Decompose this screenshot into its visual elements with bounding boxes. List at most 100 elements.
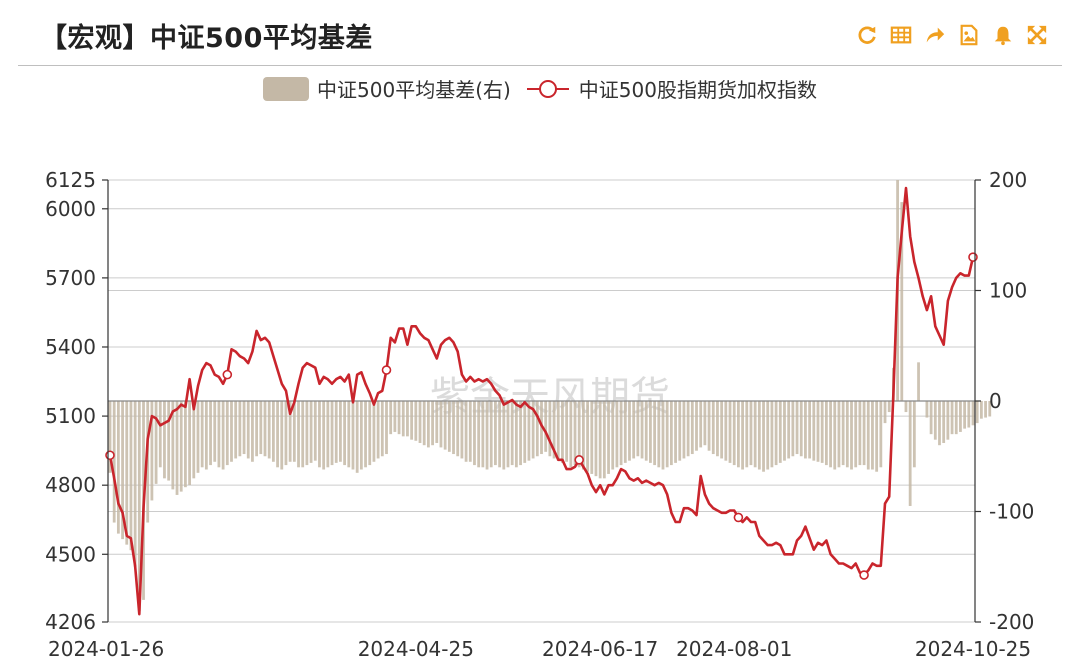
chart-title: 【宏观】中证500平均基差 [40,23,373,54]
bar-basis-114 [586,401,589,472]
chart-legend: 中证500平均基差(右) 中证500股指期货加权指数 [0,74,1080,103]
bar-basis-43 [288,401,292,462]
bar-basis-2 [116,401,120,534]
bar-basis-29 [230,401,233,462]
bar-basis-182 [871,401,874,470]
bar-basis-53 [330,401,334,466]
bar-basis-16 [175,401,179,495]
bar-basis-155 [757,401,761,470]
bar-basis-92 [494,401,497,466]
bar-basis-190 [904,401,908,413]
image-icon[interactable] [956,22,982,48]
bar-basis-36 [259,401,263,455]
bar-basis-24 [209,401,212,466]
bar-basis-52 [326,401,330,468]
bar-basis-44 [292,401,296,462]
bar-basis-1 [112,401,116,523]
bar-basis-158 [770,401,774,468]
bar-basis-127 [640,401,644,459]
legend-item-basis[interactable]: 中证500平均基差(右) [263,74,511,103]
bar-basis-90 [485,401,489,470]
bar-basis-184 [879,401,883,468]
bar-basis-57 [347,401,351,468]
legend-label-index: 中证500股指期货加权指数 [578,78,817,102]
bar-basis-75 [422,401,426,446]
y-left-label-3: 5100 [45,404,96,428]
bell-icon[interactable] [990,22,1016,48]
bar-basis-30 [234,401,238,459]
bar-basis-138 [686,401,690,457]
bar-basis-17 [179,401,183,492]
bar-basis-210 [988,401,992,417]
bar-basis-139 [690,401,694,455]
table-icon[interactable] [888,22,914,48]
share-icon[interactable] [922,22,948,48]
refresh-icon[interactable] [854,22,880,48]
bar-basis-172 [829,401,832,468]
bar-basis-47 [305,401,309,466]
bar-basis-122 [619,401,623,466]
legend-swatch-basis [263,76,310,101]
bar-basis-15 [171,401,175,490]
bar-basis-6 [133,401,137,567]
bar-basis-83 [456,401,460,457]
bar-basis-136 [678,401,682,461]
bar-basis-77 [431,401,434,446]
bar-basis-101 [531,401,535,459]
y-right-label-3: 100 [989,279,1027,303]
bar-basis-179 [858,401,862,466]
bar-basis-80 [443,401,447,450]
bar-basis-79 [439,401,443,448]
bar-basis-207 [975,401,979,424]
bar-basis-33 [246,401,250,459]
bar-basis-94 [502,401,506,470]
bar-basis-170 [820,401,824,463]
bar-basis-133 [665,401,669,468]
y-right-label-0: -200 [989,610,1034,634]
bar-basis-153 [749,401,753,466]
bar-basis-189 [900,202,904,401]
bar-basis-113 [581,401,585,470]
bar-basis-67 [389,401,393,435]
bar-basis-160 [778,401,782,463]
bar-basis-195 [925,401,929,418]
bar-basis-134 [669,401,673,466]
bar-basis-129 [649,401,652,463]
bar-basis-135 [674,401,677,463]
bar-basis-125 [632,401,636,459]
bar-basis-74 [418,401,422,443]
bar-basis-154 [753,401,757,468]
bar-basis-93 [498,401,502,468]
bar-basis-56 [343,401,347,466]
bar-basis-104 [544,401,548,452]
chart-toolbar [854,22,1050,48]
bar-basis-3 [121,401,124,540]
bar-basis-18 [184,401,187,488]
header-divider [18,65,1062,66]
legend-item-index[interactable]: 中证500股指期货加权指数 [525,74,817,103]
bar-basis-156 [762,401,765,472]
bar-basis-45 [297,401,300,468]
bar-basis-51 [322,401,326,470]
y-left-label-0: 4206 [45,610,96,634]
bar-basis-108 [561,401,564,463]
bar-basis-59 [355,401,359,473]
bar-basis-163 [791,401,795,457]
bar-basis-120 [611,401,615,470]
bar-basis-99 [523,401,527,463]
line-point-66 [381,365,392,375]
bar-basis-70 [401,401,405,437]
bar-basis-128 [644,401,648,461]
bar-basis-61 [364,401,367,468]
fullscreen-icon[interactable] [1024,22,1050,48]
bar-basis-201 [950,401,954,435]
bar-basis-208 [979,401,983,419]
line-point-180 [859,570,869,580]
y-left-label-2: 4800 [45,473,96,497]
bar-basis-197 [933,401,937,440]
bar-basis-41 [280,401,284,470]
bar-basis-91 [489,401,493,468]
bar-basis-169 [816,401,820,462]
bar-basis-152 [745,401,749,468]
bar-basis-55 [339,401,342,462]
